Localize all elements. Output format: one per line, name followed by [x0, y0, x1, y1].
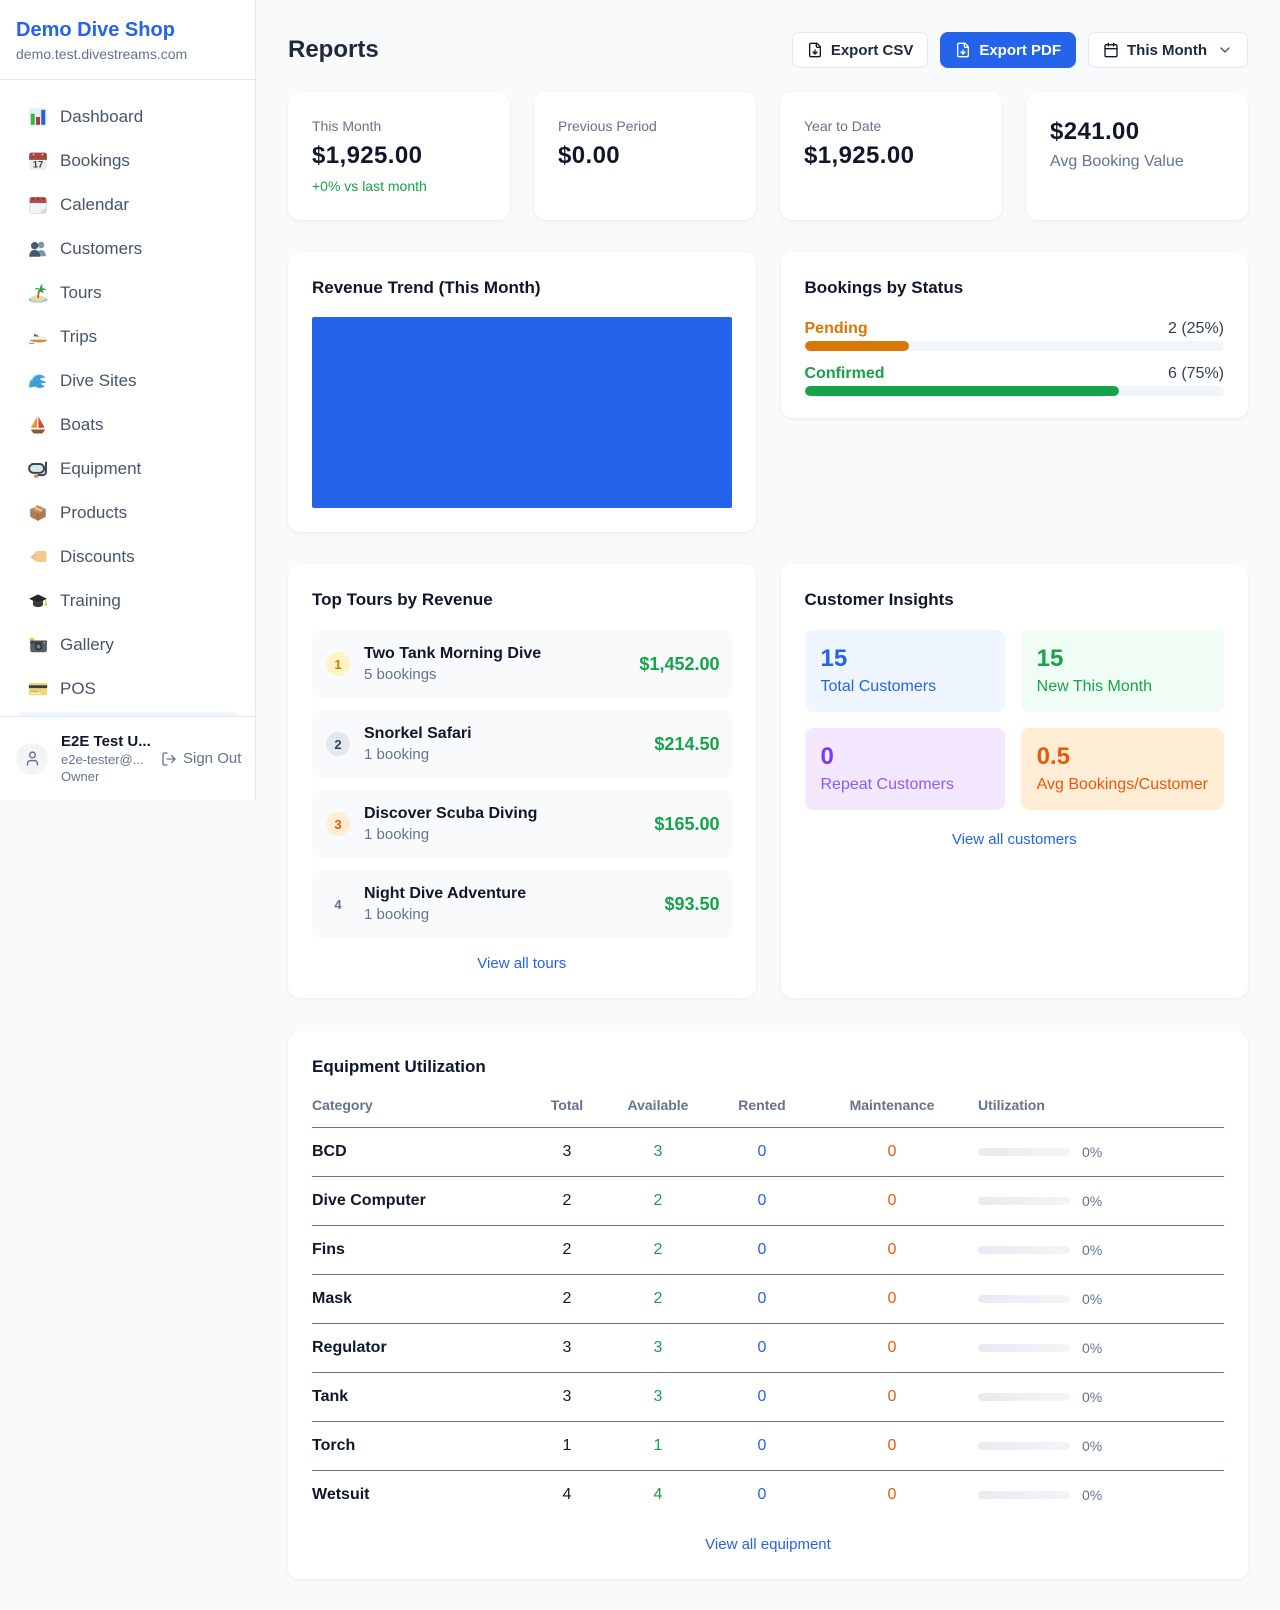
svg-text:17: 17 [33, 160, 44, 171]
